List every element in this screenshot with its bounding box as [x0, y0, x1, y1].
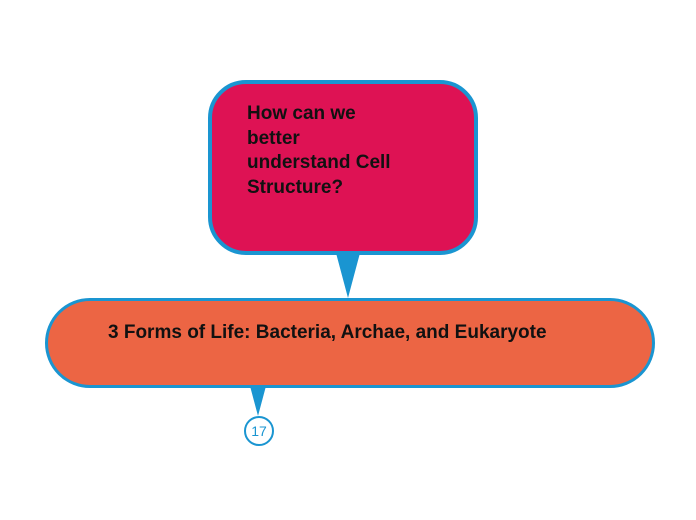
node-forms-of-life-text: 3 Forms of Life: Bacteria, Archae, and E… [108, 321, 547, 345]
count-badge: 17 [244, 416, 274, 446]
node-question: How can we better understand Cell Struct… [208, 80, 478, 255]
connector-top-to-wide [336, 253, 360, 298]
count-badge-label: 17 [251, 423, 267, 439]
connector-wide-to-badge [250, 386, 266, 416]
node-question-text: How can we better understand Cell Struct… [247, 102, 397, 201]
node-forms-of-life: 3 Forms of Life: Bacteria, Archae, and E… [45, 298, 655, 388]
